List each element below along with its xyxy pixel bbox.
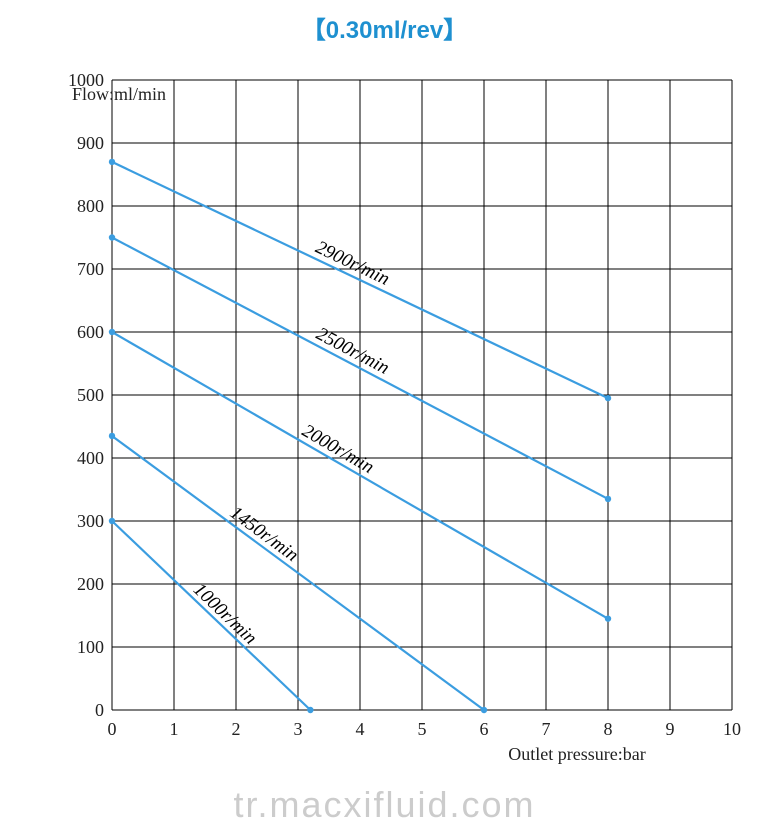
plot-area: 0123456789100100200300400500600700800900…: [62, 70, 742, 830]
svg-text:2000r/min: 2000r/min: [298, 420, 377, 478]
svg-text:700: 700: [77, 259, 104, 279]
svg-text:Outlet pressure:bar: Outlet pressure:bar: [508, 744, 645, 764]
svg-text:Flow:ml/min: Flow:ml/min: [72, 84, 166, 104]
svg-text:900: 900: [77, 133, 104, 153]
svg-text:300: 300: [77, 511, 104, 531]
svg-text:4: 4: [356, 719, 365, 739]
svg-text:800: 800: [77, 196, 104, 216]
svg-text:0: 0: [108, 719, 117, 739]
svg-text:1000r/min: 1000r/min: [189, 579, 261, 649]
svg-text:200: 200: [77, 574, 104, 594]
svg-text:5: 5: [418, 719, 427, 739]
plot-svg: 0123456789100100200300400500600700800900…: [62, 70, 742, 830]
svg-text:0: 0: [95, 700, 104, 720]
svg-text:500: 500: [77, 385, 104, 405]
svg-text:8: 8: [604, 719, 613, 739]
svg-text:3: 3: [294, 719, 303, 739]
svg-text:7: 7: [542, 719, 551, 739]
svg-text:600: 600: [77, 322, 104, 342]
svg-text:100: 100: [77, 637, 104, 657]
svg-text:1: 1: [170, 719, 179, 739]
svg-text:1450r/min: 1450r/min: [226, 502, 302, 566]
svg-text:10: 10: [723, 719, 741, 739]
svg-text:2: 2: [232, 719, 241, 739]
svg-text:9: 9: [666, 719, 675, 739]
chart-title: 【0.30ml/rev】: [0, 10, 769, 45]
svg-text:6: 6: [480, 719, 489, 739]
svg-text:400: 400: [77, 448, 104, 468]
